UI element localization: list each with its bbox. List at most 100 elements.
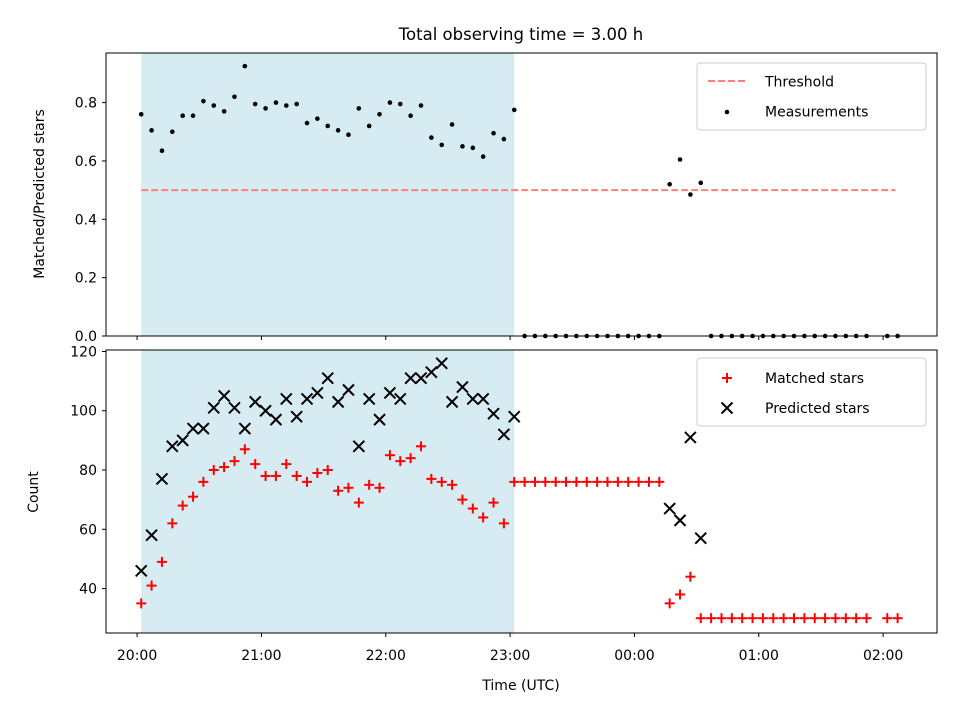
bottom-observing-window-shade — [141, 350, 515, 633]
matched-point — [757, 613, 768, 624]
top-observing-window-shade — [141, 53, 515, 336]
x-tick-label: 23:00 — [490, 648, 530, 664]
matched-point — [208, 465, 219, 476]
measurement-point — [242, 63, 248, 69]
matched-point — [633, 476, 644, 487]
top-x-axis-ticks — [136, 336, 884, 340]
matched-point — [737, 613, 748, 624]
measurement-point — [294, 101, 299, 107]
measurement-point — [418, 103, 424, 108]
measurement-point — [325, 123, 331, 129]
top-y-axis-ticks: 0.0 0.2 0.4 0.6 0.8 — [75, 96, 106, 345]
measurement-point — [252, 101, 258, 107]
predicted-point — [176, 434, 189, 447]
measurement-point — [170, 129, 175, 135]
series-predicted-stars — [135, 357, 707, 577]
matched-point — [156, 556, 167, 567]
measurement-point — [221, 109, 227, 114]
predicted-point — [238, 422, 252, 435]
y-tick-label: 0.8 — [75, 96, 97, 112]
predicted-point — [321, 371, 334, 385]
measurement-point — [211, 103, 217, 108]
matched-point — [892, 613, 903, 624]
measurement-point — [667, 181, 672, 187]
predicted-point — [373, 413, 386, 426]
predicted-point — [362, 392, 376, 406]
measurement-point — [273, 100, 279, 105]
measurement-point — [480, 154, 486, 159]
predicted-point — [476, 392, 490, 406]
measurement-point — [149, 128, 154, 133]
bottom-y-axis-ticks: 40 60 80 100 120 — [70, 344, 106, 598]
predicted-point — [663, 502, 676, 515]
x-tick-label: 01:00 — [739, 648, 779, 664]
measurement-point — [377, 111, 382, 117]
matched-point — [623, 476, 634, 487]
predicted-point — [445, 395, 459, 409]
predicted-point — [145, 529, 158, 542]
matched-point — [384, 450, 395, 461]
matched-point — [716, 613, 727, 624]
y-tick-label: 0.0 — [75, 329, 97, 345]
measurement-point — [159, 148, 165, 154]
bottom-x-axis-ticks: 20:00 21:00 22:00 23:00 00:00 01:00 02:00 — [117, 633, 903, 664]
matched-point — [612, 476, 623, 487]
matched-point — [561, 476, 572, 487]
predicted-point — [497, 428, 511, 441]
measurement-point — [190, 113, 196, 119]
matched-point — [768, 613, 779, 624]
measurement-point — [470, 145, 476, 151]
predicted-point — [435, 357, 448, 370]
matched-point — [861, 613, 872, 624]
measurement-point — [283, 103, 289, 108]
matched-point — [457, 494, 468, 505]
top-legend: Threshold Measurements — [696, 62, 927, 131]
matched-point — [415, 441, 426, 452]
observing-window-region — [141, 53, 515, 336]
matched-point — [146, 580, 157, 591]
matched-point — [343, 482, 354, 493]
matched-point — [789, 613, 800, 624]
predicted-point — [207, 401, 220, 414]
x-tick-label: 02:00 — [863, 648, 903, 664]
matched-point — [529, 476, 540, 487]
predicted-point — [155, 472, 169, 486]
matched-point — [219, 462, 230, 473]
matched-point — [177, 500, 188, 511]
bottom-panel: 40 60 80 100 120 20:00 21:00 22:00 23:00 00:00 01… — [26, 344, 938, 694]
matched-point — [198, 476, 209, 487]
predicted-point — [352, 440, 366, 453]
predicted-point — [331, 395, 345, 409]
predicted-point — [694, 531, 707, 545]
legend-predicted-label: Predicted stars — [765, 401, 870, 417]
legend-measurements-label: Measurements — [765, 105, 868, 121]
matched-point — [602, 476, 613, 487]
matched-point — [374, 482, 385, 493]
measurement-point — [698, 180, 704, 186]
measurement-point — [501, 136, 507, 142]
y-tick-label: 100 — [70, 404, 97, 420]
matched-point — [250, 459, 261, 470]
x-tick-label: 20:00 — [117, 648, 157, 664]
measurement-point — [346, 132, 351, 137]
matched-point — [685, 571, 696, 582]
matched-point — [426, 473, 437, 484]
measurement-point — [356, 106, 362, 111]
predicted-point — [311, 386, 324, 400]
matched-point — [830, 613, 841, 624]
x-tick-label: 22:00 — [366, 648, 406, 664]
measurement-point — [429, 135, 434, 140]
x-tick-label: 00:00 — [614, 648, 654, 664]
matched-point — [239, 444, 250, 455]
matched-point — [488, 497, 499, 508]
matched-point — [726, 613, 737, 624]
y-tick-label: 0.4 — [75, 212, 97, 228]
matched-point — [333, 485, 344, 496]
top-panel: 0.0 0.2 0.4 0.6 0.8 Total observing time = 3… — [32, 25, 938, 345]
measurement-point — [315, 116, 320, 121]
matched-point — [592, 476, 603, 487]
measurement-point — [408, 113, 413, 119]
measurement-point — [180, 113, 185, 119]
matched-point — [395, 456, 406, 467]
